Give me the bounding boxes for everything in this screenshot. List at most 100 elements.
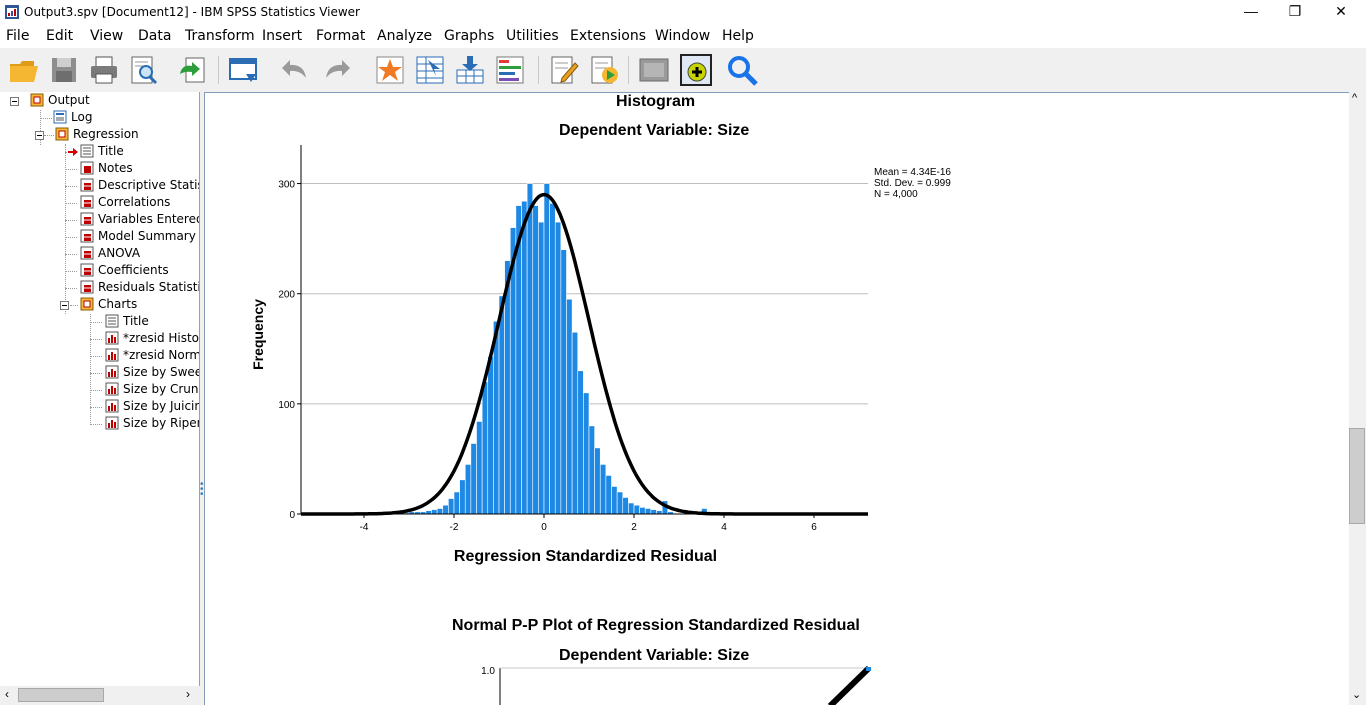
redo-icon[interactable] — [322, 54, 354, 86]
table-icon — [80, 195, 94, 209]
histogram-bar — [476, 421, 483, 515]
hide-icon[interactable] — [638, 54, 670, 86]
menu-view[interactable]: View — [90, 28, 124, 44]
outline-pane[interactable]: Output Log Regression Title Notes Descri… — [0, 92, 200, 705]
tree-node-label: Model Summary — [98, 229, 196, 243]
pane-splitter[interactable]: • • • — [200, 92, 204, 705]
tree-node-size-by-crunch[interactable]: Size by Crunc — [105, 382, 199, 398]
menu-help[interactable]: Help — [722, 28, 754, 44]
scroll-up-arrow-icon[interactable]: ^ — [1352, 92, 1358, 104]
tree-node-label: Size by Sweet — [123, 365, 200, 379]
outline-horizontal-scrollbar[interactable]: ‹ › — [0, 686, 200, 705]
collapse-charts-toggle[interactable] — [60, 301, 69, 310]
tree-connector — [65, 169, 77, 170]
save-icon[interactable] — [48, 54, 80, 86]
pp-y-tick-label: 1.0 — [481, 666, 495, 677]
tree-node-charts-title[interactable]: Title — [105, 314, 149, 330]
tree-connector — [70, 305, 78, 306]
print-preview-icon[interactable] — [128, 54, 160, 86]
tree-node-label: Notes — [98, 161, 133, 175]
tree-node-residuals-statistics[interactable]: Residuals Statisti — [80, 280, 199, 296]
tree-node-size-by-juiciness[interactable]: Size by Juicin — [105, 399, 200, 415]
histogram-bar — [538, 221, 545, 515]
menu-extensions[interactable]: Extensions — [570, 28, 647, 44]
menu-format[interactable]: Format — [316, 28, 366, 44]
tree-node-notes[interactable]: Notes — [80, 161, 133, 177]
tree-node-regression[interactable]: Regression — [55, 127, 139, 143]
menu-insert[interactable]: Insert — [262, 28, 303, 44]
content-pane[interactable]: Histogram Dependent Variable: Size -4 -2 0… — [204, 92, 1349, 705]
goto-data-icon[interactable] — [374, 54, 406, 86]
variables-icon[interactable] — [494, 54, 526, 86]
legend-mean: Mean = 4.34E-16 — [874, 167, 951, 178]
histogram-bar — [543, 183, 550, 515]
open-folder-icon[interactable] — [8, 54, 40, 86]
recall-dialog-icon[interactable] — [228, 54, 260, 86]
tree-connector — [90, 322, 102, 323]
scroll-left-arrow-icon[interactable]: ‹ — [5, 687, 9, 701]
tree-node-variables-entered[interactable]: Variables Entered — [80, 212, 200, 228]
scroll-right-arrow-icon[interactable]: › — [186, 687, 190, 701]
table-icon — [80, 246, 94, 260]
tree-node-log[interactable]: Log — [53, 110, 92, 126]
histogram-bar — [588, 425, 595, 515]
menu-file[interactable]: File — [6, 28, 30, 44]
menu-transform[interactable]: Transform — [185, 28, 255, 44]
restore-button[interactable]: ❐ — [1288, 3, 1302, 19]
toolbar-separator — [218, 56, 219, 84]
tree-node-correlations[interactable]: Correlations — [80, 195, 170, 211]
tree-node-model-summary[interactable]: Model Summary — [80, 229, 196, 245]
menu-edit[interactable]: Edit — [46, 28, 74, 44]
scrollbar-thumb[interactable] — [1349, 428, 1365, 524]
run-script-icon[interactable] — [588, 54, 620, 86]
goto-variable-icon[interactable] — [454, 54, 486, 86]
tree-node-anova[interactable]: ANOVA — [80, 246, 140, 262]
histogram-bar — [464, 464, 472, 515]
tree-connector — [90, 407, 102, 408]
content-vertical-scrollbar[interactable]: ^ ⌄ — [1349, 92, 1366, 705]
export-icon[interactable] — [176, 54, 208, 86]
scroll-down-arrow-icon[interactable]: ⌄ — [1352, 689, 1362, 701]
y-tick-labels: 0 100 200 300 — [278, 180, 301, 521]
histogram-bar — [611, 486, 618, 515]
tree-node-zresid-histogram[interactable]: *zresid Histog — [105, 331, 199, 347]
histogram-bar — [650, 509, 657, 515]
histogram-bar — [639, 507, 646, 515]
tree-node-size-by-ripeness[interactable]: Size by Ripen — [105, 416, 199, 432]
menu-bar: File Edit View Data Transform Insert For… — [0, 24, 1366, 48]
search-icon[interactable] — [726, 54, 758, 86]
close-button[interactable]: ✕ — [1335, 3, 1347, 19]
tree-node-coefficients[interactable]: Coefficients — [80, 263, 169, 279]
collapse-regression-toggle[interactable] — [35, 131, 44, 140]
tree-node-label: Size by Juicin — [123, 399, 200, 413]
collapse-output-toggle[interactable] — [10, 97, 19, 106]
tree-node-descriptive-statistics[interactable]: Descriptive Statist — [80, 178, 199, 194]
tree-node-zresid-normal[interactable]: *zresid Norm — [105, 348, 199, 364]
menu-window[interactable]: Window — [655, 28, 711, 44]
tree-connector — [90, 339, 102, 340]
print-icon[interactable] — [88, 54, 120, 86]
histogram-bar — [633, 504, 640, 515]
tree-node-charts[interactable]: Charts — [80, 297, 137, 313]
menu-graphs[interactable]: Graphs — [444, 28, 495, 44]
scrollbar-thumb[interactable] — [18, 688, 104, 702]
undo-icon[interactable] — [278, 54, 310, 86]
tree-connector — [65, 254, 77, 255]
tree-node-label: Variables Entered — [98, 212, 200, 226]
legend-n: N = 4,000 — [874, 189, 918, 200]
menu-data[interactable]: Data — [138, 28, 172, 44]
tree-node-label: ANOVA — [98, 246, 141, 260]
minimize-button[interactable]: — — [1244, 3, 1258, 19]
tree-node-output[interactable]: Output — [30, 93, 90, 109]
designate-window-icon[interactable] — [548, 54, 580, 86]
tree-node-size-by-sweet[interactable]: Size by Sweet — [105, 365, 200, 381]
histogram-bar — [577, 370, 584, 515]
y-tick-label: 100 — [278, 400, 295, 411]
table-icon — [80, 280, 94, 294]
menu-utilities[interactable]: Utilities — [506, 28, 559, 44]
promote-icon[interactable] — [680, 54, 712, 86]
tree-node-title[interactable]: Title — [80, 144, 124, 160]
menu-analyze[interactable]: Analyze — [377, 28, 433, 44]
current-item-arrow-icon — [68, 148, 78, 156]
goto-case-icon[interactable] — [414, 54, 446, 86]
